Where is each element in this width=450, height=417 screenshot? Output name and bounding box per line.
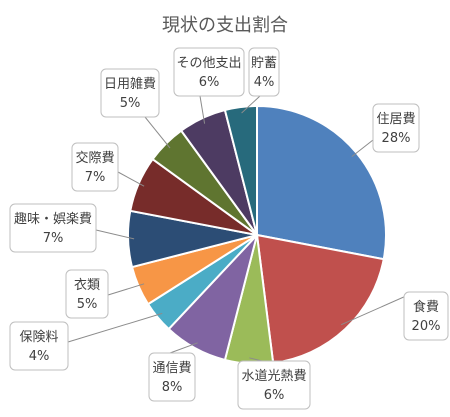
data-label-value: 6% — [264, 388, 285, 403]
data-label-value: 7% — [85, 170, 106, 185]
leader-line — [169, 342, 198, 354]
leader-line — [340, 291, 416, 326]
leader-line — [249, 357, 263, 362]
leader-line — [241, 95, 261, 114]
leader-line — [351, 139, 374, 157]
data-label-box — [65, 269, 109, 319]
data-label-box — [71, 142, 119, 192]
data-label-category: 日用雑費 — [104, 76, 156, 92]
data-label: 趣味・娯楽費 7% — [9, 203, 97, 253]
pie-slices — [127, 104, 387, 365]
data-label-value: 20% — [412, 319, 441, 334]
data-label-category: 通信費 — [152, 361, 191, 376]
leader-line — [67, 312, 163, 343]
data-label-value: 7% — [43, 231, 64, 246]
data-label-category: 保険料 — [19, 330, 58, 345]
leader-line — [144, 116, 171, 149]
leader-line — [117, 171, 145, 187]
data-label-box — [100, 68, 160, 118]
leader-line — [199, 95, 206, 124]
data-label-category: その他支出 — [176, 56, 241, 71]
data-labels: 住居費 28% 食費 20% 水道光熱費 6% 通信費 8% 保険料 4% 衣類 5% 趣味・娯楽費 7%… — [9, 47, 449, 410]
data-label-box — [9, 203, 97, 253]
data-label-box — [372, 103, 420, 153]
data-label: 住居費 28% — [372, 103, 420, 153]
data-label-value: 8% — [162, 380, 183, 395]
data-label-value: 4% — [254, 75, 275, 90]
data-label-category: 交際費 — [75, 150, 114, 166]
data-label-value: 5% — [120, 96, 141, 111]
data-label-box — [237, 360, 311, 410]
data-label-box — [148, 352, 196, 402]
data-label: 保険料 4% — [9, 321, 69, 371]
data-label-box — [173, 47, 245, 97]
data-label-value: 28% — [382, 131, 411, 146]
data-label: 水道光熱費 6% — [237, 360, 311, 410]
data-label-box — [9, 321, 69, 371]
data-label-value: 6% — [199, 75, 220, 90]
data-label: 衣類 5% — [65, 269, 109, 319]
data-label-category: 水道光熱費 — [241, 369, 306, 384]
pie-slice — [255, 233, 385, 365]
data-label: その他支出 6% — [173, 47, 245, 97]
data-label-value: 5% — [77, 297, 98, 312]
data-label-value: 4% — [29, 349, 50, 364]
data-label-category: 食費 — [413, 299, 439, 315]
pie-slice — [223, 104, 258, 236]
data-label-category: 衣類 — [74, 277, 100, 293]
pie-slice — [256, 104, 387, 261]
data-label: 通信費 8% — [148, 352, 196, 402]
leader-line — [95, 229, 135, 240]
leader-line — [107, 283, 145, 296]
data-label-box — [403, 291, 449, 341]
data-label: 交際費 7% — [71, 142, 119, 192]
data-label: 貯蓄 4% — [248, 47, 280, 97]
data-label-category: 貯蓄 — [251, 56, 277, 71]
data-label-box — [248, 47, 280, 97]
data-label: 食費 20% — [403, 291, 449, 341]
chart-title: 現状の支出割合 — [162, 15, 288, 36]
data-label-category: 趣味・娯楽費 — [14, 211, 92, 227]
data-label-category: 住居費 — [376, 112, 415, 127]
data-label: 日用雑費 5% — [100, 68, 160, 118]
